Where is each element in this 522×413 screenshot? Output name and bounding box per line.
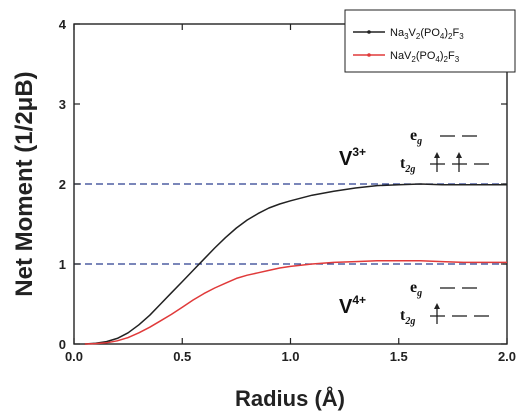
- v3-spin-arrowhead-1: [434, 152, 440, 158]
- x-tick-label: 2.0: [498, 349, 516, 364]
- y-tick-label: 3: [59, 97, 66, 112]
- x-tick-label: 0.5: [173, 349, 191, 364]
- y-tick-label: 0: [59, 337, 66, 352]
- v3-eg-label: eg: [410, 127, 422, 147]
- y-axis-title: Net Moment (1/2μB): [11, 71, 38, 296]
- legend: Na3V2(PO4)2F3 NaV2(PO4)2F3: [344, 9, 516, 73]
- axis-ticks: 0.0 0.5 1.0 1.5 2.0 0 1 2 3 4: [59, 17, 516, 364]
- v3-ion-label: V3+: [339, 145, 366, 170]
- v4-ion-label: V4+: [339, 293, 366, 318]
- v4-annotation: V4+ eg t2g: [339, 279, 489, 327]
- x-tick-label: 0.0: [65, 349, 83, 364]
- series-line-0: [84, 183, 507, 345]
- series-line-1: [84, 260, 507, 345]
- v4-t2g-label: t2g: [400, 307, 415, 327]
- v4-eg-label: eg: [410, 279, 422, 299]
- x-tick-label: 1.5: [390, 349, 408, 364]
- y-tick-label: 2: [59, 177, 66, 192]
- series-lines: [84, 183, 507, 345]
- y-tick-label: 4: [59, 17, 67, 32]
- legend-marker-na1: [367, 53, 371, 57]
- legend-label-na1: NaV2(PO4)2F3: [390, 50, 460, 64]
- v3-annotation: V3+ eg t2g: [339, 127, 489, 175]
- v3-t2g-label: t2g: [400, 155, 415, 175]
- reference-lines: [74, 183, 507, 265]
- legend-label-na3: Na3V2(PO4)2F3: [390, 27, 464, 41]
- x-axis-title: Radius (Å): [235, 385, 345, 411]
- x-tick-label: 1.0: [281, 349, 299, 364]
- legend-box: [344, 9, 516, 73]
- v3-spin-arrowhead-2: [456, 152, 462, 158]
- legend-marker-na3: [367, 30, 371, 34]
- v4-spin-arrowhead-1: [434, 303, 440, 309]
- y-tick-label: 1: [59, 257, 66, 272]
